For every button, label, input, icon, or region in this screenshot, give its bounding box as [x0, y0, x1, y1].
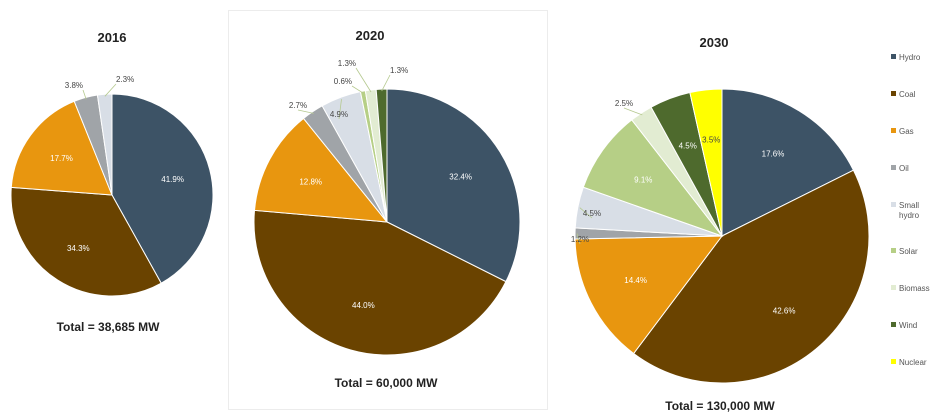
- slice-label-2020-oil: 2.7%: [289, 101, 307, 110]
- leader-line-2020-wind: [381, 74, 391, 92]
- pie-slice-2016-hydro: [111, 93, 214, 284]
- leader-line-2020-solar: [351, 85, 364, 94]
- pie-slice-2020-coal: [253, 209, 507, 356]
- legend-label-small-hydro-1: hydro: [899, 211, 920, 220]
- total-label-2020: Total = 60,000 MW: [335, 376, 438, 390]
- slice-label-2030-nuclear: 3.5%: [702, 136, 720, 145]
- legend-swatch-wind: [891, 322, 896, 327]
- legend-label-nuclear: Nuclear: [899, 358, 927, 367]
- legend-swatch-small-hydro: [891, 202, 896, 207]
- slice-label-2030-solar: 9.1%: [634, 175, 652, 184]
- slice-label-2016-coal: 34.3%: [67, 244, 90, 253]
- slice-label-2030-gas: 14.4%: [624, 276, 647, 285]
- pie-slice-2030-hydro: [721, 88, 855, 237]
- pie-slice-2020-wind: [375, 88, 388, 223]
- pie-chart-2016: 2016 41.9% 34.3% 17.7% 3.8% 2.3% Total = 38,…: [10, 30, 214, 334]
- slice-label-2030-coal: 42.6%: [773, 307, 796, 316]
- slice-label-2016-small-hydro: 2.3%: [116, 75, 134, 84]
- slice-label-2020-solar: 0.6%: [334, 77, 352, 86]
- legend-swatch-hydro: [891, 54, 896, 59]
- slice-label-2020-coal: 44.0%: [352, 301, 375, 310]
- pie-chart-2020: 2020 32.4% 44.0% 12.8% 2.7% 4.9% 0.6% 1.3% 1.3%…: [253, 28, 521, 390]
- pie-slice-2030-coal: [632, 169, 870, 384]
- slice-label-2030-biomass: 2.5%: [615, 99, 633, 108]
- slice-label-2020-hydro: 32.4%: [449, 173, 472, 182]
- legend-label-gas: Gas: [899, 127, 914, 136]
- legend-label-coal: Coal: [899, 90, 916, 99]
- legend-swatch-oil: [891, 165, 896, 170]
- legend-swatch-gas: [891, 128, 896, 133]
- slice-label-2020-small-hydro: 4.9%: [330, 110, 348, 119]
- slice-label-2020-biomass: 1.3%: [338, 59, 356, 68]
- chart-title-2016: 2016: [98, 30, 127, 45]
- pie-slice-2020-hydro: [386, 88, 521, 283]
- leader-line-2020-biomass: [355, 67, 372, 93]
- slice-label-2020-wind: 1.3%: [390, 66, 408, 75]
- pie-chart-2030: 2030 17.6% 42.6% 14.4% 1.2% 4.5% 9.1% 2.5% 4.5%…: [571, 35, 870, 413]
- pie-slice-2016-small-hydro: [96, 93, 113, 196]
- legend-swatch-coal: [891, 91, 896, 96]
- leader-line-2016-small-hydro: [104, 83, 117, 97]
- pie-slice-2030-nuclear: [689, 88, 723, 237]
- panel-frame-2020: [228, 10, 548, 410]
- leader-line-2030-small-hydro: [579, 207, 593, 219]
- legend-label-oil: Oil: [899, 164, 909, 173]
- pie-slice-2030-gas: [574, 235, 724, 355]
- legend-label-solar: Solar: [899, 247, 918, 256]
- legend-label-wind: Wind: [899, 321, 917, 330]
- slice-label-2016-gas: 17.7%: [50, 154, 73, 163]
- legend-swatch-solar: [891, 248, 896, 253]
- total-label-2016: Total = 38,685 MW: [57, 320, 160, 334]
- legend-label-small-hydro-0: Small: [899, 201, 919, 210]
- total-label-2030: Total = 130,000 MW: [665, 399, 775, 413]
- slice-label-2020-gas: 12.8%: [299, 177, 322, 186]
- pie-slice-2030-solar: [582, 119, 724, 238]
- slice-label-2016-hydro: 41.9%: [161, 175, 184, 184]
- chart-title-2030: 2030: [700, 35, 729, 50]
- pie-slice-2016-gas: [10, 100, 113, 196]
- legend-swatch-biomass: [891, 285, 896, 290]
- leader-line-2030-oil: [576, 233, 581, 245]
- legend-swatch-nuclear: [891, 359, 896, 364]
- slice-label-2030-oil: 1.2%: [571, 235, 589, 244]
- slice-label-2030-small-hydro: 4.5%: [583, 209, 601, 218]
- slice-label-2030-wind: 4.5%: [679, 141, 697, 150]
- slice-label-2016-oil: 3.8%: [65, 81, 83, 90]
- leader-line-2020-small-hydro: [338, 99, 342, 120]
- leader-line-2016-oil: [82, 89, 87, 100]
- pie-slice-2020-gas: [253, 117, 389, 223]
- legend-label-biomass: Biomass: [899, 284, 930, 293]
- leader-line-2030-biomass: [623, 107, 643, 116]
- legend-label-hydro: Hydro: [899, 53, 921, 62]
- slice-label-2030-hydro: 17.6%: [762, 150, 785, 159]
- pie-slice-2016-coal: [10, 186, 162, 297]
- leader-line-2020-oil: [297, 109, 314, 114]
- chart-title-2020: 2020: [356, 28, 385, 43]
